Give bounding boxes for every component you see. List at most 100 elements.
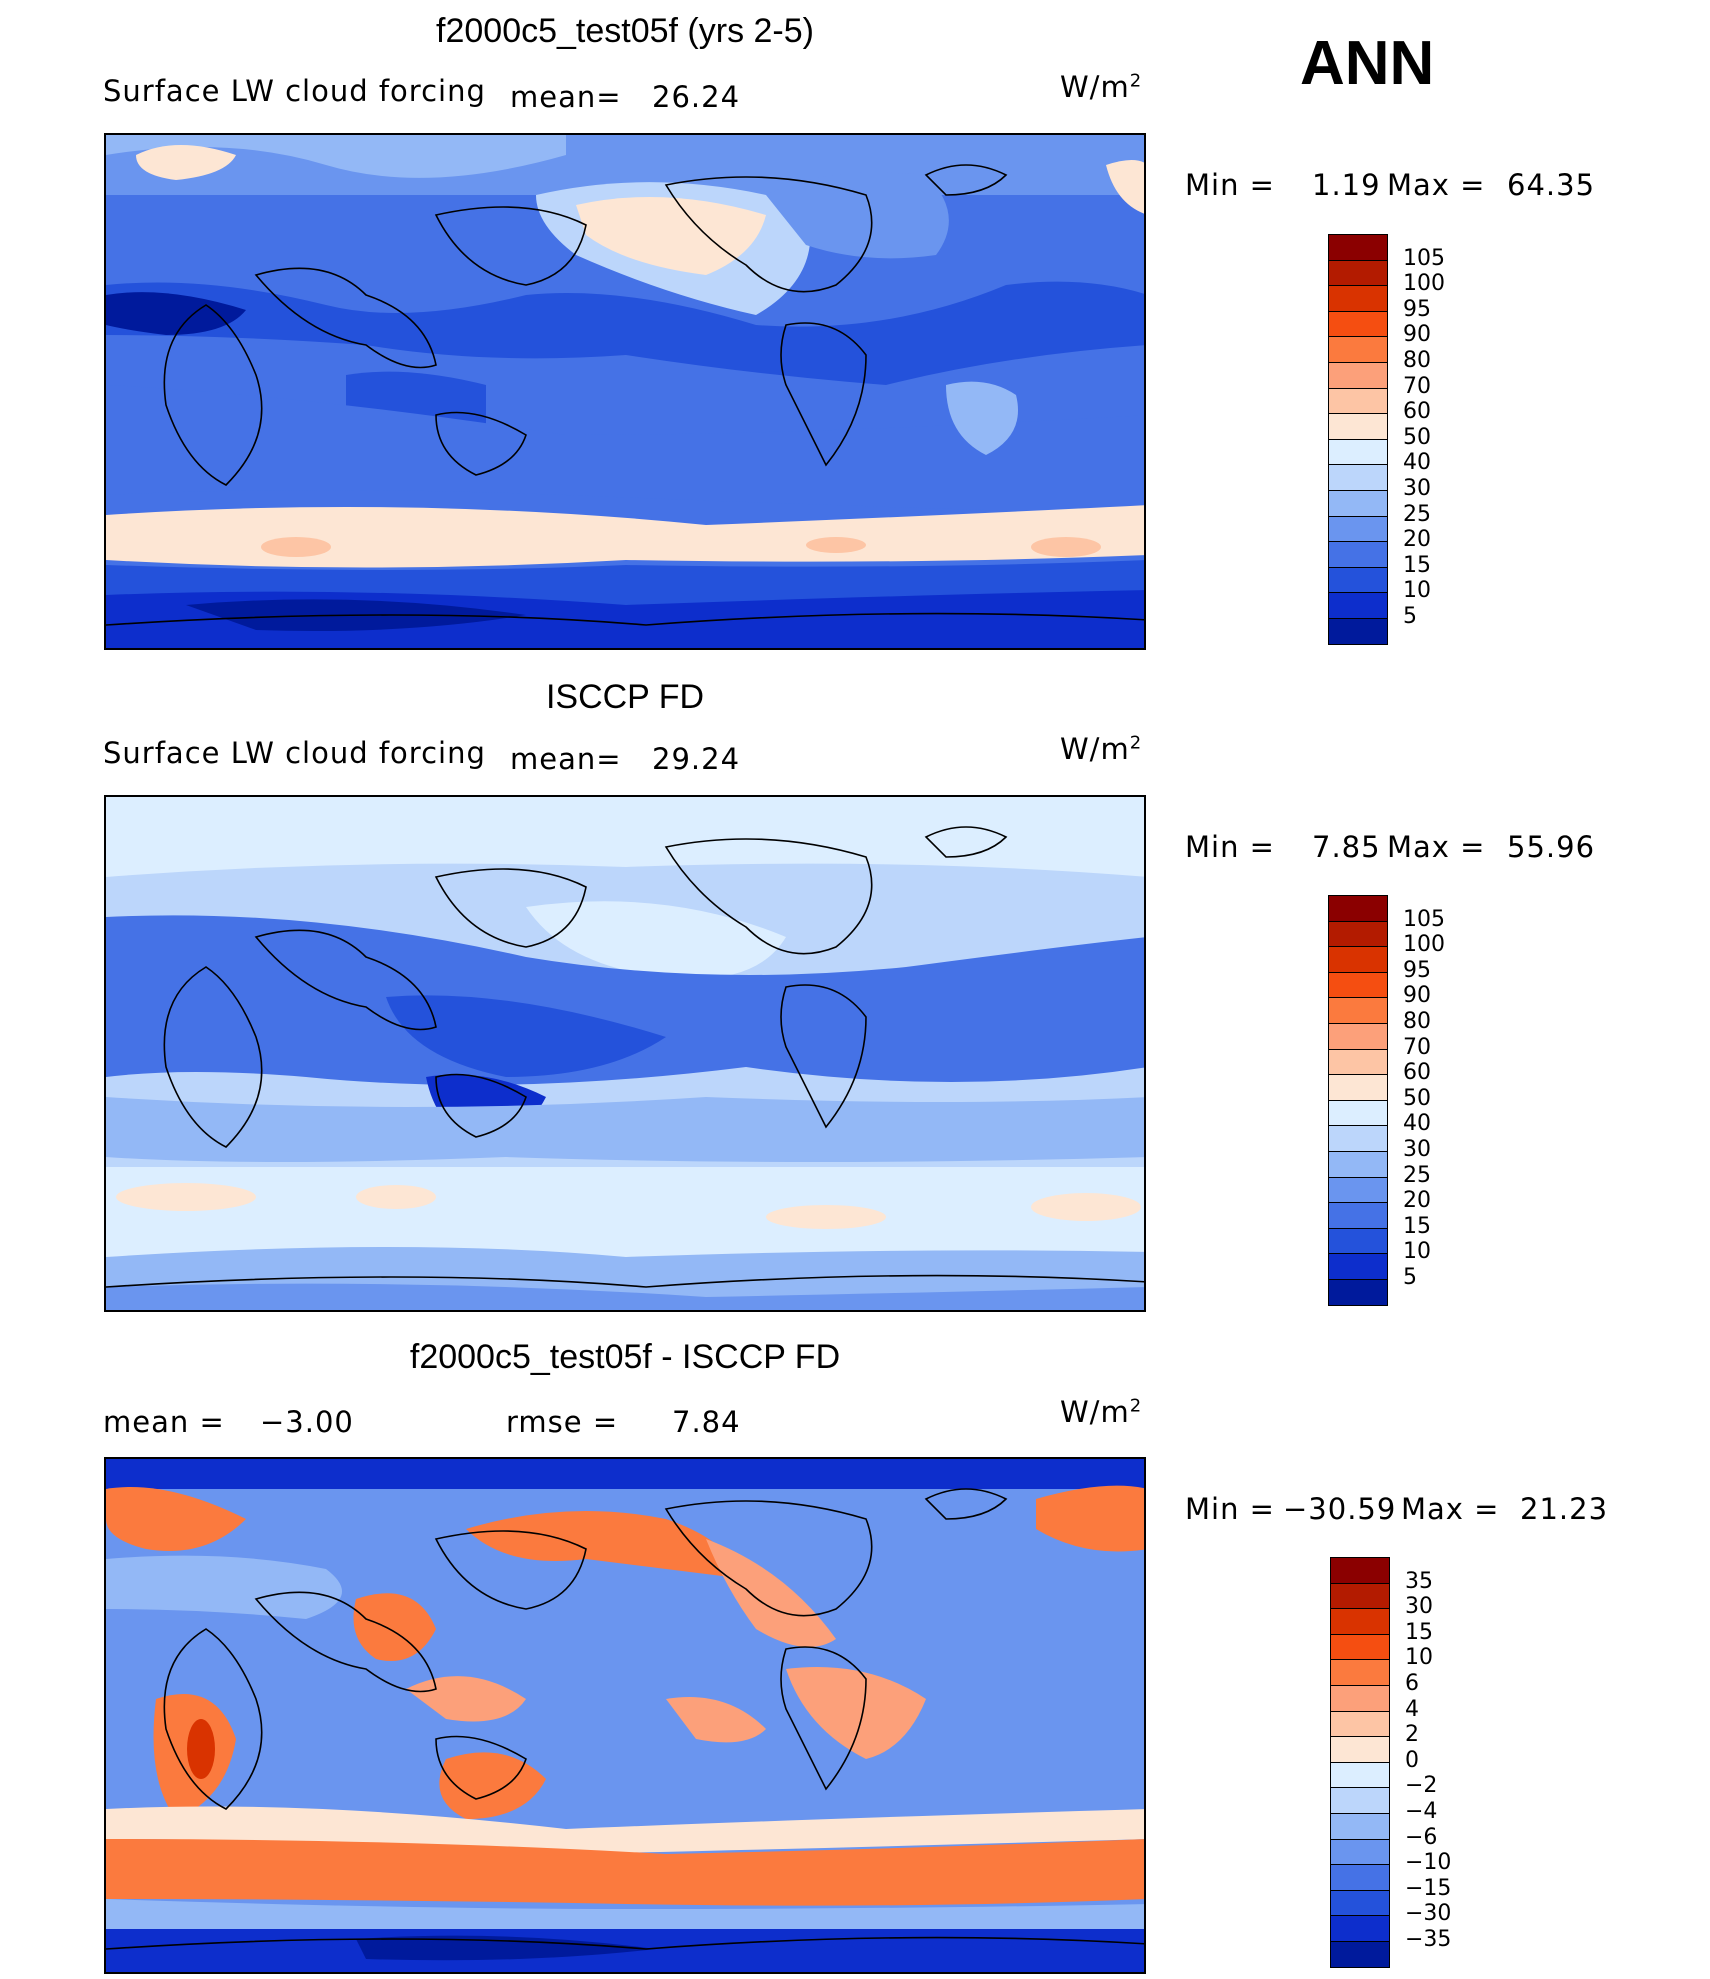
colorbar-swatch	[1330, 1864, 1390, 1891]
colorbar-tick-label: 20	[1403, 527, 1431, 553]
colorbar-swatch	[1328, 285, 1388, 312]
variable-label: Surface LW cloud forcing	[103, 736, 486, 770]
colorbar-swatch	[1328, 1176, 1388, 1204]
colorbar-tick-label: 0	[1405, 1747, 1419, 1773]
season-label: ANN	[1300, 29, 1435, 98]
min-label: Min =	[1185, 168, 1275, 202]
colorbar-tick-label: 15	[1403, 552, 1431, 578]
colorbar-swatch	[1330, 1659, 1390, 1686]
min-label: Min =	[1185, 1492, 1275, 1526]
colorbar-tick-label: 40	[1403, 1111, 1431, 1137]
colorbar-tick-label: 5	[1403, 1265, 1417, 1290]
mean-value: 26.24	[652, 80, 741, 114]
panel-title: f2000c5_test05f - ISCCP FD	[409, 1338, 841, 1376]
colorbar-tick-label: 95	[1403, 296, 1431, 322]
colorbar-swatch	[1330, 1710, 1390, 1738]
colorbar-swatch	[1328, 971, 1388, 999]
colorbar-tick-label: 15	[1403, 1213, 1431, 1239]
colorbar-swatch	[1330, 1557, 1390, 1584]
colorbar-tick-label: 70	[1403, 1034, 1431, 1060]
colorbar-tick-label: 80	[1403, 348, 1431, 373]
colorbar-swatch	[1328, 592, 1388, 619]
colorbar-tick-label: −4	[1405, 1799, 1438, 1824]
panel-title: ISCCP FD	[545, 678, 705, 716]
colorbar-tick-label: −2	[1405, 1773, 1438, 1799]
max-value: 21.23	[1520, 1492, 1609, 1526]
panel-title: f2000c5_test05f (yrs 2-5)	[436, 12, 814, 50]
min-value: 7.85	[1312, 830, 1381, 864]
colorbar-swatch	[1330, 1889, 1390, 1917]
colorbar-tick-label: −35	[1405, 1927, 1452, 1952]
model-map	[104, 133, 1146, 650]
colorbar-tick-label: 105	[1403, 245, 1445, 271]
rmse-label: rmse =	[506, 1405, 619, 1439]
mean-value: −3.00	[260, 1405, 354, 1439]
max-label: Max =	[1401, 1492, 1500, 1526]
rmse-value: 7.84	[672, 1405, 741, 1439]
colorbar-swatch	[1330, 1813, 1390, 1840]
colorbar-tick-label: 10	[1403, 578, 1431, 604]
colorbar-swatch	[1328, 895, 1388, 922]
colorbar-swatch	[1328, 1023, 1388, 1050]
colorbar-swatch	[1328, 997, 1388, 1024]
colorbar-swatch	[1330, 1787, 1390, 1814]
max-label: Max =	[1387, 168, 1486, 202]
colorbar-tick-label: 50	[1403, 424, 1431, 450]
min-value: 1.19	[1312, 168, 1381, 202]
colorbar: 105 100 95 90 80 70 60 50 40 30 25 20 15 10 5	[1328, 895, 1468, 1306]
colorbar-swatch	[1328, 920, 1388, 948]
mean-value: 29.24	[652, 742, 741, 776]
colorbar-swatch	[1330, 1582, 1390, 1610]
colorbar-swatch	[1328, 438, 1388, 466]
colorbar-swatch	[1328, 362, 1388, 389]
colorbar-swatch	[1328, 618, 1388, 645]
colorbar-swatch	[1328, 413, 1388, 440]
max-value: 55.96	[1507, 830, 1596, 864]
colorbar-tick-label: 15	[1405, 1619, 1433, 1645]
colorbar-tick-label: 100	[1403, 271, 1445, 297]
colorbar-swatch	[1328, 566, 1388, 594]
colorbar-tick-label: 6	[1405, 1671, 1419, 1696]
colorbar-swatch	[1328, 1151, 1388, 1178]
colorbar-tick-label: 10	[1405, 1645, 1433, 1671]
colorbar-tick-label: 25	[1403, 501, 1431, 527]
colorbar-tick-label: 40	[1403, 450, 1431, 476]
colorbar-tick-label: −10	[1405, 1850, 1452, 1876]
model-field-svg	[106, 135, 1144, 648]
colorbar-tick-label: 70	[1403, 373, 1431, 399]
colorbar-swatch	[1328, 310, 1388, 338]
max-value: 64.35	[1507, 168, 1596, 202]
colorbar-swatch	[1328, 336, 1388, 363]
colorbar-tick-label: 105	[1403, 906, 1445, 932]
max-label: Max =	[1387, 830, 1486, 864]
units-label: W/m2	[1060, 1395, 1143, 1429]
colorbar-swatch	[1328, 259, 1388, 287]
colorbar-tick-label: 60	[1403, 1060, 1431, 1086]
colorbar-tick-label: 10	[1403, 1239, 1431, 1265]
colorbar-swatch	[1328, 1279, 1388, 1306]
colorbar-swatch	[1328, 1227, 1388, 1255]
colorbar-tick-label: 100	[1403, 932, 1445, 958]
colorbar-tick-label: 90	[1403, 322, 1431, 348]
units-label: W/m2	[1060, 70, 1143, 104]
colorbar-swatch	[1330, 1608, 1390, 1635]
min-value: −30.59	[1283, 1492, 1397, 1526]
colorbar-swatch	[1330, 1941, 1390, 1968]
variable-label: Surface LW cloud forcing	[103, 74, 486, 108]
colorbar-swatch	[1330, 1761, 1390, 1789]
colorbar-swatch	[1328, 1125, 1388, 1152]
colorbar-swatch	[1330, 1633, 1390, 1661]
colorbar-tick-label: 30	[1403, 1137, 1431, 1162]
colorbar-swatch	[1328, 1074, 1388, 1101]
colorbar-swatch	[1328, 464, 1388, 491]
colorbar-tick-label: 60	[1403, 399, 1431, 425]
colorbar: 35 30 15 10 6 4 2 0 −2 −4 −6 −10 −15 −30 −35	[1330, 1557, 1470, 1968]
colorbar-swatch	[1330, 1915, 1390, 1942]
colorbar-swatch	[1328, 946, 1388, 973]
colorbar-tick-label: 90	[1403, 983, 1431, 1009]
obs-field-svg	[106, 797, 1144, 1310]
colorbar-tick-label: −15	[1405, 1875, 1452, 1901]
colorbar-tick-label: 95	[1403, 957, 1431, 983]
colorbar-swatch	[1328, 1099, 1388, 1127]
colorbar-tick-label: 5	[1403, 604, 1417, 629]
